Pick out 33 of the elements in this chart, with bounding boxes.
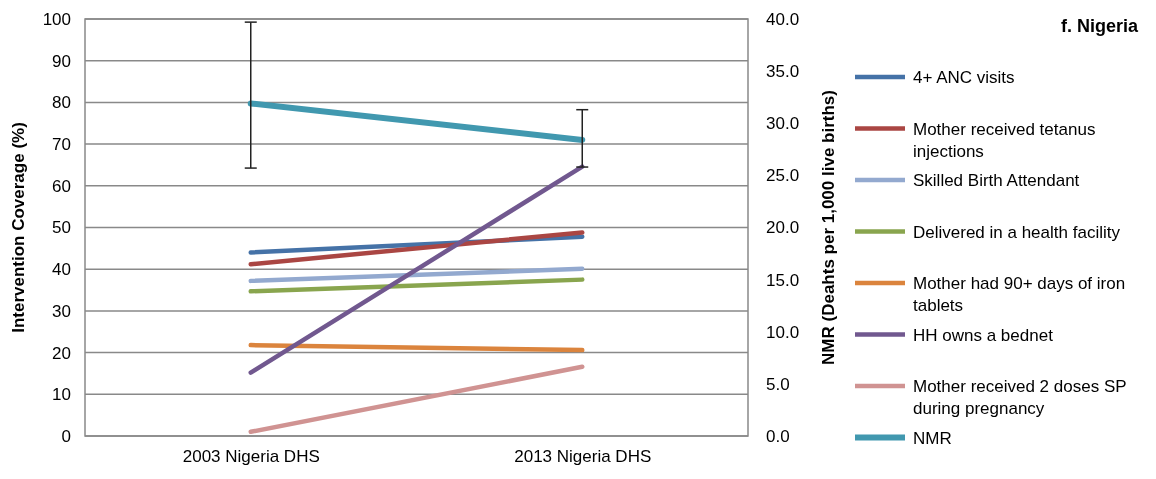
y-tick-label: 70 [52,135,71,155]
y2-tick-label: 20.0 [766,218,800,238]
y-tick-label: 100 [42,9,71,29]
legend-label: Skilled Birth Attendant [913,171,1080,190]
y-tick-label: 0 [61,426,71,446]
y2-axis-title: NMR (Deahts per 1,000 live births) [819,90,838,365]
text: f. Nigeria [1060,16,1139,36]
legend-label: NMR [913,428,952,448]
y2-tick-label: 5.0 [766,374,790,394]
y-tick-label: 40 [52,260,71,280]
legend-label: Mother received tetanus injections [913,119,1096,161]
y2-tick-label: 25.0 [766,166,800,186]
y-tick-label: 80 [52,93,71,113]
y-tick-label: 60 [52,176,71,196]
legend-label: HH owns a bednet [913,325,1054,345]
y2-tick-label: 30.0 [766,114,800,134]
y-tick-label: 10 [52,385,71,405]
legend-label: Mother had 90+ days of iron tablets [913,274,1126,315]
y-tick-label: 90 [52,51,71,71]
x-tick-label: 2013 Nigeria DHS [514,447,652,467]
legend-label: Delivered in a health facility [913,222,1121,242]
y2-tick-label: 10.0 [766,322,800,342]
legend-label: Mother received 2 doses SP during pregnancy [913,377,1127,418]
y-axis-title: Intervention Coverage (%) [9,122,28,333]
y2-tick-label: 15.0 [766,270,800,290]
y-tick-label: 20 [52,343,71,363]
y2-tick-label: 35.0 [766,62,800,82]
y2-tick-label: 0.0 [766,426,790,446]
x-tick-label: 2003 Nigeria DHS [182,447,320,467]
y-tick-label: 50 [52,218,71,238]
legend-label: 4+ ANC visits [913,68,1015,87]
y-tick-label: 30 [52,301,71,321]
y2-tick-label: 40.0 [766,9,800,29]
